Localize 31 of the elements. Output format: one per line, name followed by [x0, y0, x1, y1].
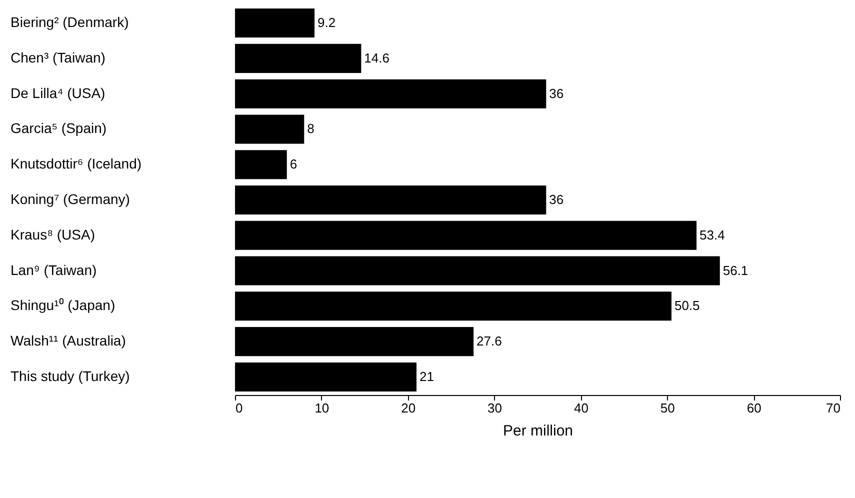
y-tick-label: Knutsdottir⁶ (Iceland) [10, 156, 142, 172]
y-tick-label: Walsh¹¹ (Australia) [10, 332, 126, 349]
y-tick-label: Chen³ (Taiwan) [10, 49, 106, 66]
x-axis-title: Per million [502, 422, 574, 440]
data-label: 21 [420, 368, 434, 384]
x-tick-label: 60 [746, 400, 762, 416]
y-tick-label: Lan⁹ (Taiwan) [10, 262, 97, 278]
y-tick-label: Biering² (Denmark) [10, 14, 129, 30]
data-label: 56.1 [722, 262, 748, 278]
data-label: 14.6 [364, 50, 390, 66]
data-label: 8 [307, 121, 314, 136]
data-label: 6 [290, 156, 298, 172]
y-tick-label: Koning⁷ (Germany) [10, 191, 130, 207]
data-label: 36 [549, 192, 564, 207]
x-tick-label: 70 [826, 400, 840, 416]
data-label: 36 [549, 86, 564, 101]
x-tick-label: 50 [660, 400, 675, 416]
data-label: 50.5 [674, 298, 700, 314]
x-tick-label: 30 [488, 400, 502, 416]
y-tick-label: Shingu¹⁰ (Japan) [10, 297, 116, 314]
y-tick-label: De Lilla⁴ (USA) [10, 84, 106, 101]
y-tick-label: This study (Turkey) [10, 368, 130, 384]
data-label: 27.6 [476, 334, 502, 349]
x-tick-label: 20 [401, 400, 416, 416]
x-tick-label: 40 [574, 400, 588, 416]
y-tick-label: Garcia⁵ (Spain) [10, 120, 107, 136]
x-tick-label: 0 [236, 400, 243, 416]
x-tick-label: 10 [314, 400, 330, 416]
y-tick-label: Kraus⁸ (USA) [10, 226, 95, 242]
data-label: 9.2 [318, 15, 336, 30]
data-label: 53.4 [700, 227, 725, 242]
